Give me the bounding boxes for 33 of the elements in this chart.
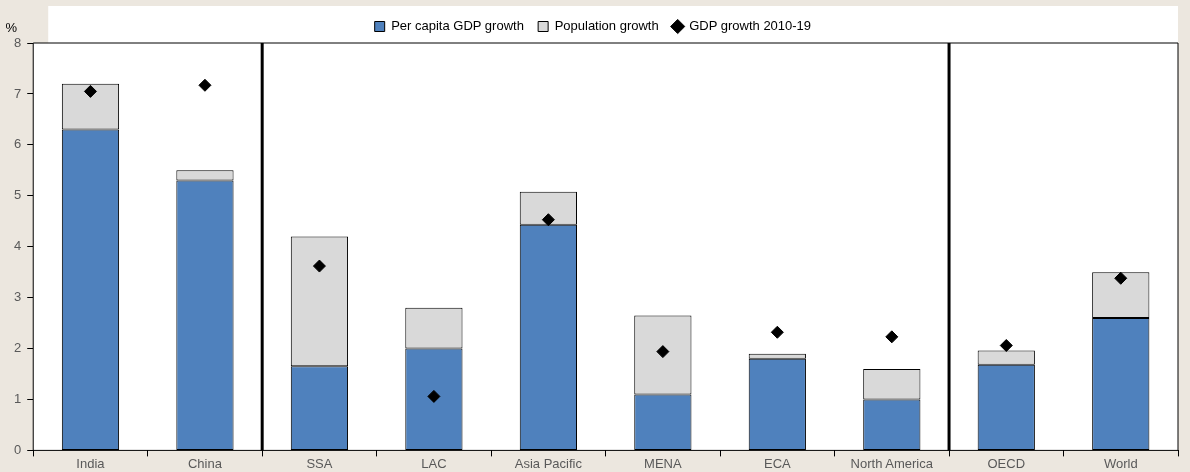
- point: [541, 213, 555, 227]
- x-tick-label: ECA: [763, 455, 792, 471]
- y-tick-label: 1: [14, 391, 22, 407]
- point: [770, 325, 784, 339]
- point: [312, 259, 326, 273]
- y-tick-label: 3: [14, 289, 22, 305]
- y-tick-label: 8: [14, 34, 22, 50]
- y-tick-label: 0: [14, 441, 22, 457]
- y-tick-label: 7: [14, 85, 22, 101]
- point: [1114, 271, 1128, 285]
- x-tick-label: LAC: [421, 455, 447, 471]
- point: [83, 84, 97, 98]
- x-tick-label: Asia Pacific: [514, 455, 583, 471]
- y-tick-label: 2: [14, 340, 22, 356]
- x-tick-label: China: [187, 455, 223, 471]
- y-tick-label: 5: [14, 187, 22, 203]
- legend-label: Per capita GDP growth: [391, 18, 524, 34]
- point: [427, 389, 441, 403]
- legend-label: Population growth: [554, 18, 659, 34]
- y-tick-label: 6: [14, 136, 22, 152]
- legend-label: GDP growth 2010-19: [689, 18, 812, 34]
- x-tick-label: India: [76, 455, 106, 471]
- y-tick-label: 4: [14, 238, 22, 254]
- point: [656, 345, 670, 359]
- x-tick-label: OECD: [987, 455, 1026, 471]
- point: [198, 78, 212, 92]
- point: [885, 330, 899, 344]
- y-axis-title: %: [5, 20, 18, 36]
- x-tick-label: SSA: [306, 455, 333, 471]
- x-tick-label: North America: [850, 455, 934, 471]
- x-tick-label: MENA: [644, 455, 682, 471]
- x-tick-label: World: [1103, 455, 1138, 471]
- point: [999, 338, 1013, 352]
